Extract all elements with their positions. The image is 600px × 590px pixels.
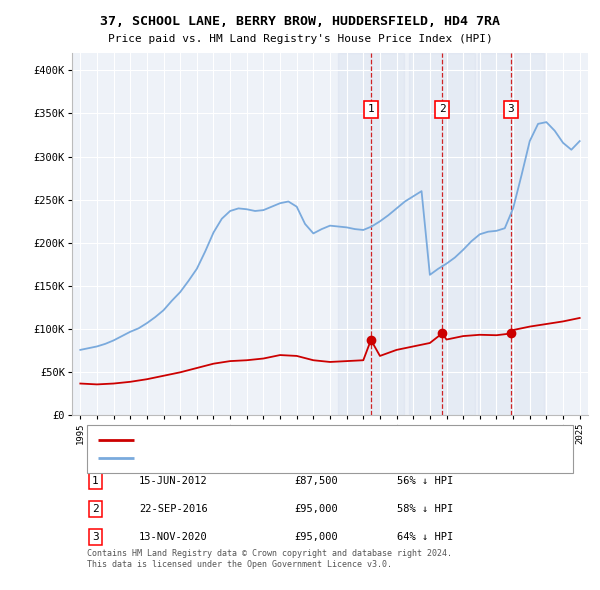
Text: HPI: Average price, detached house, Kirklees: HPI: Average price, detached house, Kirk…	[144, 454, 381, 463]
Text: £87,500: £87,500	[294, 476, 338, 486]
Text: 13-NOV-2020: 13-NOV-2020	[139, 532, 208, 542]
Text: 15-JUN-2012: 15-JUN-2012	[139, 476, 208, 486]
Bar	[338, 53, 404, 415]
Text: £95,000: £95,000	[294, 532, 338, 542]
Text: 58% ↓ HPI: 58% ↓ HPI	[397, 504, 454, 514]
Text: Price paid vs. HM Land Registry's House Price Index (HPI): Price paid vs. HM Land Registry's House …	[107, 34, 493, 44]
Text: 56% ↓ HPI: 56% ↓ HPI	[397, 476, 454, 486]
Text: 2: 2	[439, 104, 445, 114]
Text: 22-SEP-2016: 22-SEP-2016	[139, 504, 208, 514]
Text: 37, SCHOOL LANE, BERRY BROW, HUDDERSFIELD, HD4 7RA: 37, SCHOOL LANE, BERRY BROW, HUDDERSFIEL…	[100, 15, 500, 28]
Text: 3: 3	[508, 104, 514, 114]
Text: 1: 1	[92, 476, 98, 486]
Text: 1: 1	[368, 104, 374, 114]
Text: £95,000: £95,000	[294, 504, 338, 514]
FancyBboxPatch shape	[88, 425, 572, 473]
Bar	[478, 53, 544, 415]
Text: 3: 3	[92, 532, 98, 542]
Text: 2: 2	[92, 504, 98, 514]
Text: Contains HM Land Registry data © Crown copyright and database right 2024.
This d: Contains HM Land Registry data © Crown c…	[88, 549, 452, 569]
Bar	[409, 53, 475, 415]
Text: 37, SCHOOL LANE, BERRY BROW, HUDDERSFIELD, HD4 7RA (detached house): 37, SCHOOL LANE, BERRY BROW, HUDDERSFIEL…	[144, 435, 505, 444]
Text: 64% ↓ HPI: 64% ↓ HPI	[397, 532, 454, 542]
